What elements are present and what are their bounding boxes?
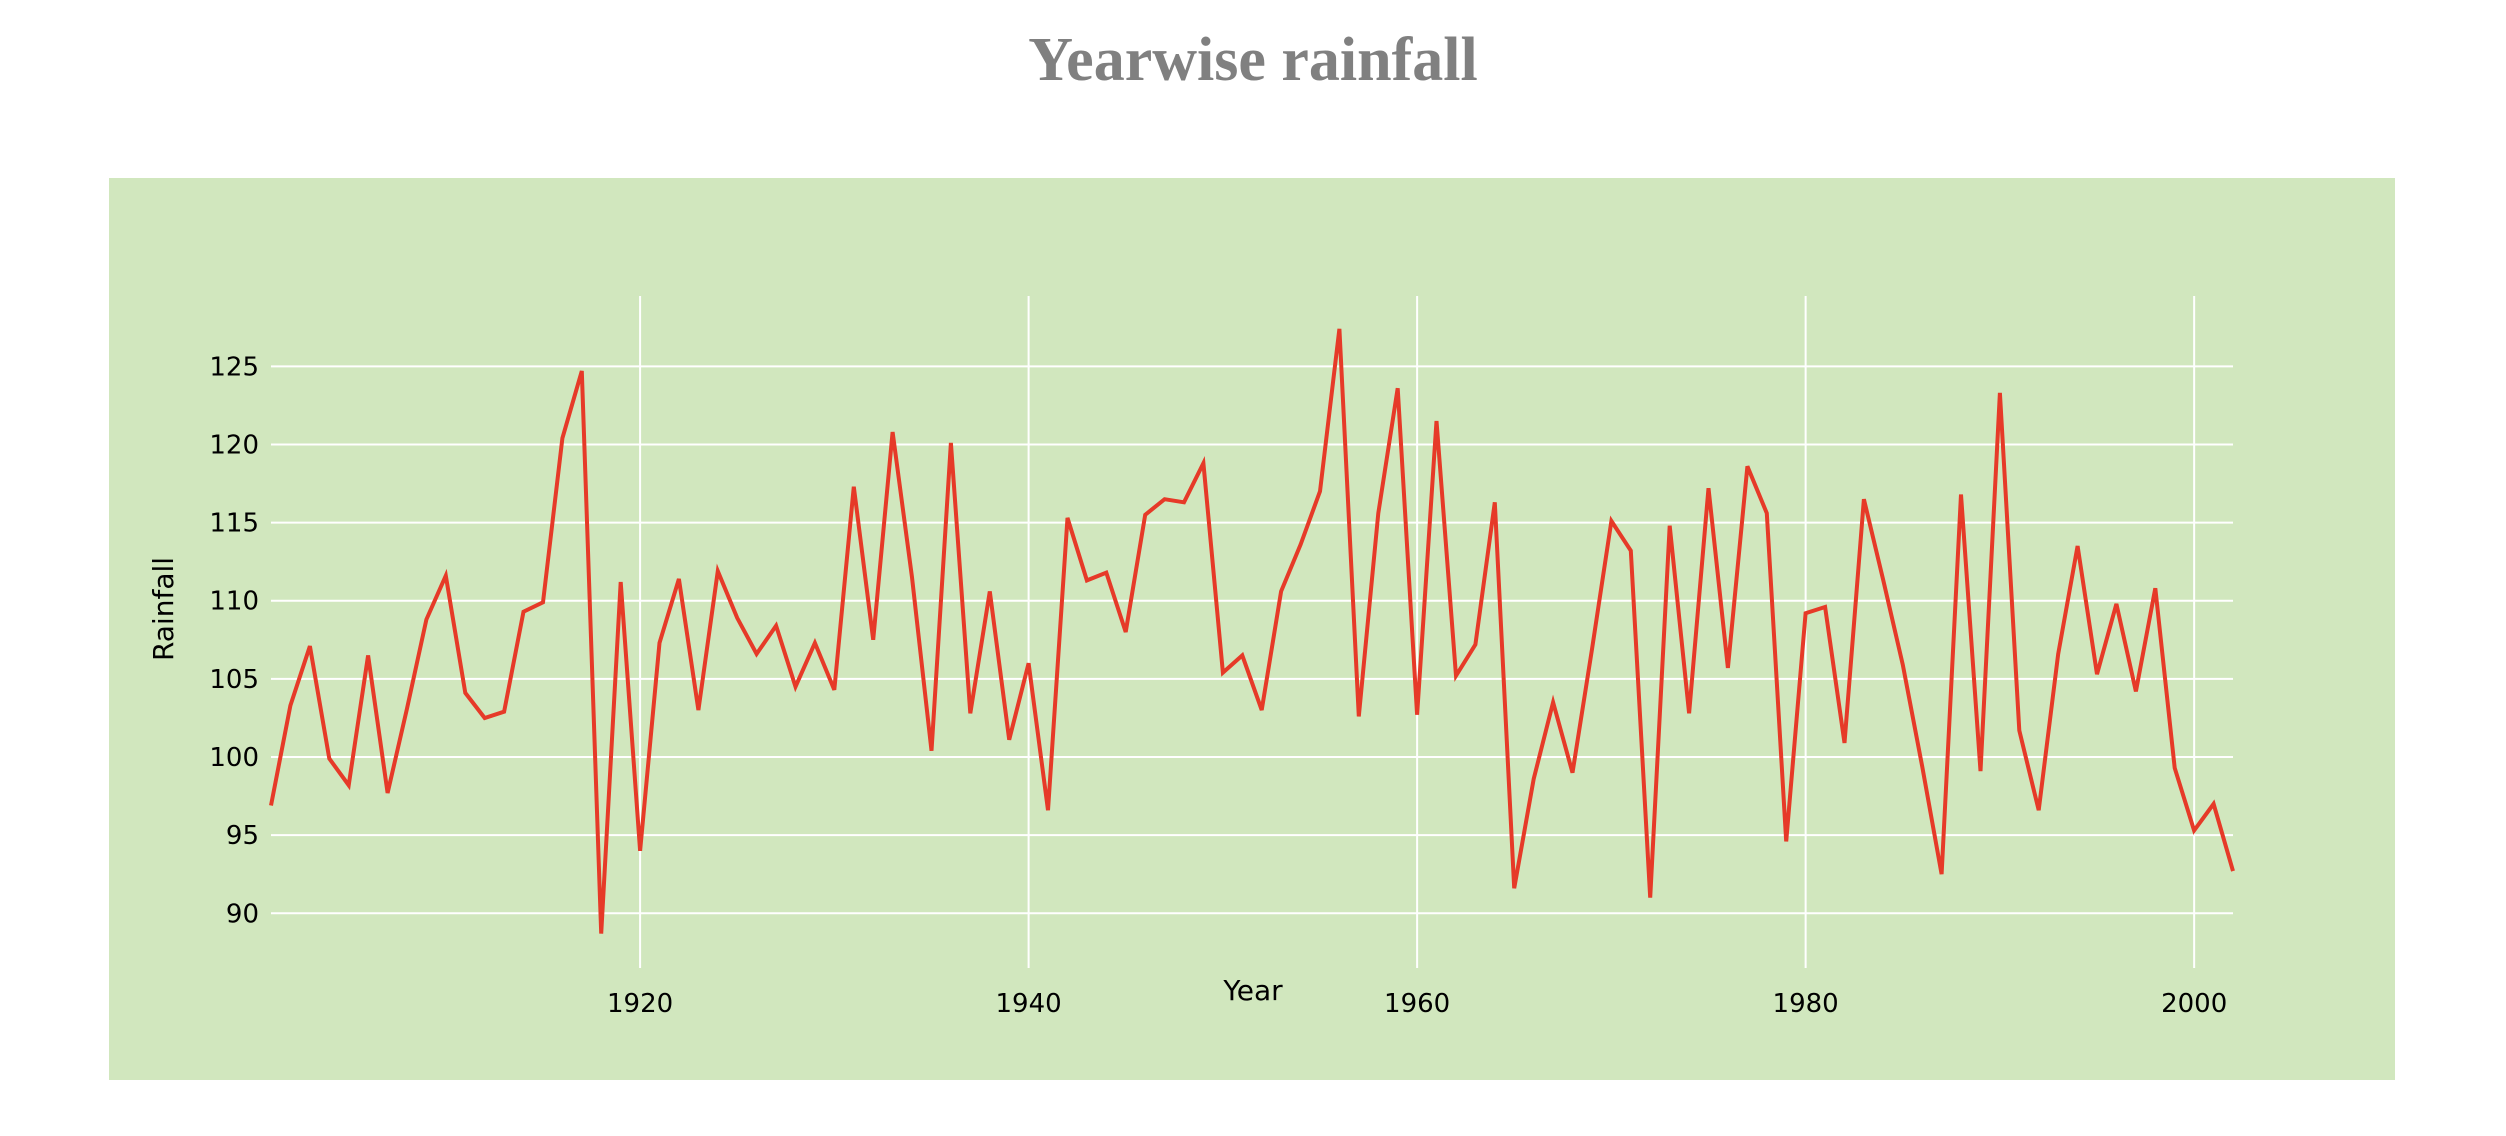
rainfall-line-chart: 90 95 100 105 110 115 120 125 1920 1940 1960 1980 20…	[109, 178, 2395, 1080]
tick-layer: 90 95 100 105 110 115 120 125 1920 1940 1960 1980 20…	[209, 352, 2227, 1019]
x-tick-label: 1920	[607, 989, 673, 1019]
y-tick-label: 115	[209, 509, 259, 539]
y-tick-label: 100	[209, 743, 259, 773]
x-tick-label: 1940	[996, 989, 1062, 1019]
y-tick-label: 95	[226, 821, 259, 851]
chart-panel: 90 95 100 105 110 115 120 125 1920 1940 1960 1980 20…	[109, 178, 2395, 1080]
rainfall-series-line	[269, 328, 2235, 934]
x-tick-label: 2000	[2161, 989, 2227, 1019]
y-axis-label: Rainfall	[147, 557, 180, 661]
x-tick-label: 1960	[1384, 989, 1450, 1019]
y-tick-label: 120	[209, 430, 259, 460]
y-tick-label: 105	[209, 665, 259, 695]
chart-background	[109, 178, 2395, 1080]
series-layer	[269, 328, 2235, 934]
page-title: Yearwise rainfall	[1028, 26, 1478, 94]
x-axis-label: Year	[1222, 974, 1283, 1007]
y-tick-label: 110	[209, 587, 259, 617]
y-tick-label: 125	[209, 352, 259, 382]
y-tick-label: 90	[226, 899, 259, 929]
x-tick-label: 1980	[1773, 989, 1839, 1019]
